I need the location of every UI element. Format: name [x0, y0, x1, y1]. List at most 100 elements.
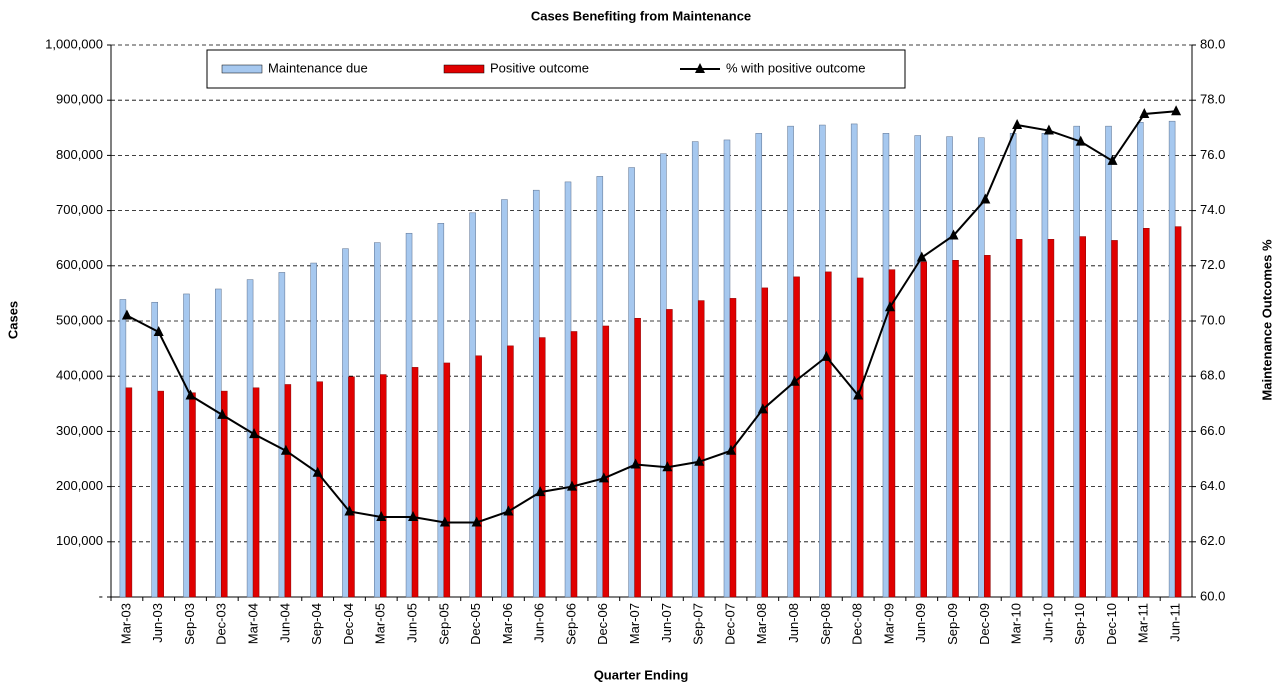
bar [157, 390, 164, 598]
x-tick-label: Jun-10 [1040, 603, 1055, 643]
bar [475, 355, 482, 598]
bar [1015, 239, 1023, 598]
marker [916, 251, 927, 262]
legend-box [206, 49, 906, 89]
x-tick-label: Sep-04 [309, 603, 324, 645]
marker [439, 516, 450, 527]
bar [151, 301, 158, 598]
marker [567, 480, 578, 491]
x-tick-label: Mar-04 [246, 603, 261, 644]
bar [914, 135, 921, 598]
bar [564, 181, 572, 598]
marker [980, 193, 991, 204]
x-tick-label: Jun-03 [150, 603, 165, 643]
marker [312, 466, 323, 477]
y2-axis-title: Maintenance Outcomes % [1259, 239, 1274, 401]
bar [411, 367, 419, 598]
marker [1171, 105, 1182, 116]
legend-swatch [443, 64, 485, 74]
legend-label: % with positive outcome [726, 60, 865, 75]
marker [821, 350, 832, 361]
bar [856, 277, 864, 598]
x-tick-label: Mar-03 [118, 603, 133, 644]
bar [469, 212, 476, 598]
bar [793, 276, 800, 598]
y-tick-label: 300,000 [56, 423, 103, 438]
x-tick-label: Jun-11 [1168, 603, 1183, 642]
line [126, 110, 1177, 524]
bar [437, 223, 445, 598]
marker [185, 389, 196, 400]
x-tick-label: Jun-09 [913, 603, 928, 643]
x-tick-label: Mar-11 [1136, 603, 1151, 643]
y2-tick-label: 70.0 [1200, 312, 1225, 327]
y2-tick-label: 72.0 [1200, 257, 1225, 272]
bar [1137, 122, 1144, 598]
bar [952, 260, 959, 598]
bar [183, 293, 190, 598]
bar [666, 309, 673, 598]
y-tick-label: 600,000 [56, 257, 103, 272]
x-tick-label: Sep-03 [182, 603, 197, 645]
bar [443, 362, 451, 598]
x-tick-label: Sep-08 [818, 603, 833, 645]
marker [662, 461, 673, 472]
bar [825, 271, 832, 598]
x-tick-label: Jun-04 [277, 603, 292, 643]
y2-tick-label: 62.0 [1200, 533, 1225, 548]
bar [761, 287, 769, 598]
bar [119, 299, 127, 598]
x-tick-label: Dec-06 [595, 603, 610, 645]
x-tick-label: Dec-07 [722, 603, 737, 645]
x-tick-label: Mar-05 [373, 603, 388, 644]
chart-title: Cases Benefiting from Maintenance [531, 8, 751, 23]
bar [1168, 120, 1176, 598]
x-tick-label: Jun-07 [659, 603, 674, 643]
bar [310, 262, 317, 598]
x-tick-label: Jun-08 [786, 603, 801, 643]
x-tick-label: Sep-09 [945, 603, 960, 645]
marker [1075, 135, 1086, 146]
legend-label: Maintenance due [268, 60, 368, 75]
marker [1012, 119, 1023, 130]
x-tick-label: Mar-08 [754, 603, 769, 644]
marker [535, 486, 546, 497]
bar [405, 232, 413, 598]
x-tick-label: Dec-09 [977, 603, 992, 645]
bar [221, 390, 228, 598]
bar [316, 381, 323, 598]
bar [946, 136, 953, 598]
bar [628, 167, 635, 598]
bar [284, 384, 292, 598]
marker [1139, 108, 1150, 118]
legend-label: Positive outcome [490, 60, 589, 75]
x-tick-label: Mar-09 [881, 603, 896, 644]
marker [694, 455, 705, 466]
y2-tick-label: 76.0 [1200, 147, 1225, 162]
x-tick-label: Dec-03 [214, 603, 229, 645]
y-tick-label: 500,000 [56, 312, 103, 327]
bar [1073, 125, 1080, 598]
marker [217, 408, 228, 419]
y2-tick-label: 74.0 [1200, 202, 1225, 217]
y2-tick-label: 78.0 [1200, 92, 1225, 107]
bar [1079, 236, 1086, 598]
marker [757, 403, 768, 414]
marker [121, 309, 132, 320]
y-tick-label: 100,000 [56, 533, 103, 548]
x-tick-label: Dec-04 [341, 603, 356, 645]
x-tick-label: Jun-06 [532, 603, 547, 643]
bar [1105, 125, 1112, 598]
bar [1009, 133, 1017, 598]
marker [408, 510, 419, 521]
bar [501, 199, 508, 598]
bar [888, 269, 896, 598]
y-tick-label: - [99, 588, 103, 603]
y-tick-label: 400,000 [56, 368, 103, 383]
marker [1107, 154, 1118, 165]
y-tick-label: 700,000 [56, 202, 103, 217]
marker [853, 389, 864, 400]
y2-tick-label: 68.0 [1200, 368, 1225, 383]
y2-tick-label: 66.0 [1200, 423, 1225, 438]
